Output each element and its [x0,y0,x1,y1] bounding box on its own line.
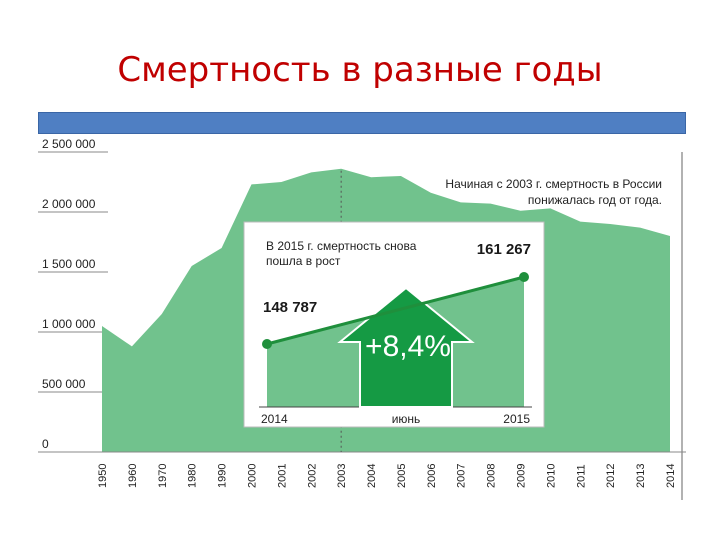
header-bar [38,112,686,134]
inset-x-axis-title: июнь [392,412,421,426]
x-tick-label: 1970 [157,464,169,488]
x-tick-label: 2014 [665,464,677,488]
inset-point-2014 [262,339,272,349]
x-tick-label: 2013 [635,464,647,488]
x-tick-label: 2007 [456,464,468,488]
slide-title: Смертность в разные годы [117,50,603,90]
x-tick-labels: 1950 1960 1970 1980 1990 2000 2001 2002 2003 2004… [97,464,677,488]
x-tick-label: 2012 [605,464,617,488]
x-tick-label: 1980 [187,464,199,488]
y-tick-label: 1 500 000 [42,257,96,271]
x-tick-label: 1950 [97,464,109,488]
annotation-line: понижалась год от года. [528,193,662,207]
annotation-line: Начиная с 2003 г. смертность в России [445,177,662,191]
inset-line [266,275,525,346]
x-tick-label: 1960 [127,464,139,488]
x-tick-label: 2003 [336,464,348,488]
y-tick-label: 2 500 000 [42,137,96,151]
chart-svg: 0 500 000 1 000 000 1 500 000 2 000 000 2 500… [38,137,686,500]
y-tick-label: 2 000 000 [42,197,96,211]
x-tick-label: 2006 [426,464,438,488]
inset-x-label-2014: 2014 [261,412,288,426]
y-tick-label: 500 000 [42,377,86,391]
inset-note-line: В 2015 г. смертность снова [266,239,417,253]
inset-note-line: пошла в рост [266,254,341,268]
value-label-2015: 161 267 [477,241,531,258]
x-tick-label: 2002 [306,464,318,488]
x-tick-label: 2004 [366,464,378,488]
change-label: +8,4% [365,330,451,363]
inset-point-2015 [519,272,529,282]
x-tick-label: 2010 [545,464,557,488]
x-tick-label: 2000 [246,464,258,488]
x-tick-label: 2011 [575,464,587,488]
mortality-chart: 0 500 000 1 000 000 1 500 000 2 000 000 2 500… [38,112,686,500]
inset-panel: 148 787 161 267 В 2015 г. смертность снова… [243,221,545,428]
y-tick-labels: 0 500 000 1 000 000 1 500 000 2 000 000 2 500… [38,137,108,453]
y-tick-label: 0 [42,437,49,451]
x-tick-label: 2005 [396,464,408,488]
x-tick-label: 1990 [217,464,229,488]
inset-x-label-2015: 2015 [503,412,530,426]
value-label-2014: 148 787 [263,299,317,316]
x-tick-label: 2009 [516,464,528,488]
x-tick-label: 2001 [276,464,288,488]
x-tick-label: 2008 [486,464,498,488]
annotation: Начиная с 2003 г. смертность в России пон… [445,177,662,207]
y-tick-label: 1 000 000 [42,317,96,331]
